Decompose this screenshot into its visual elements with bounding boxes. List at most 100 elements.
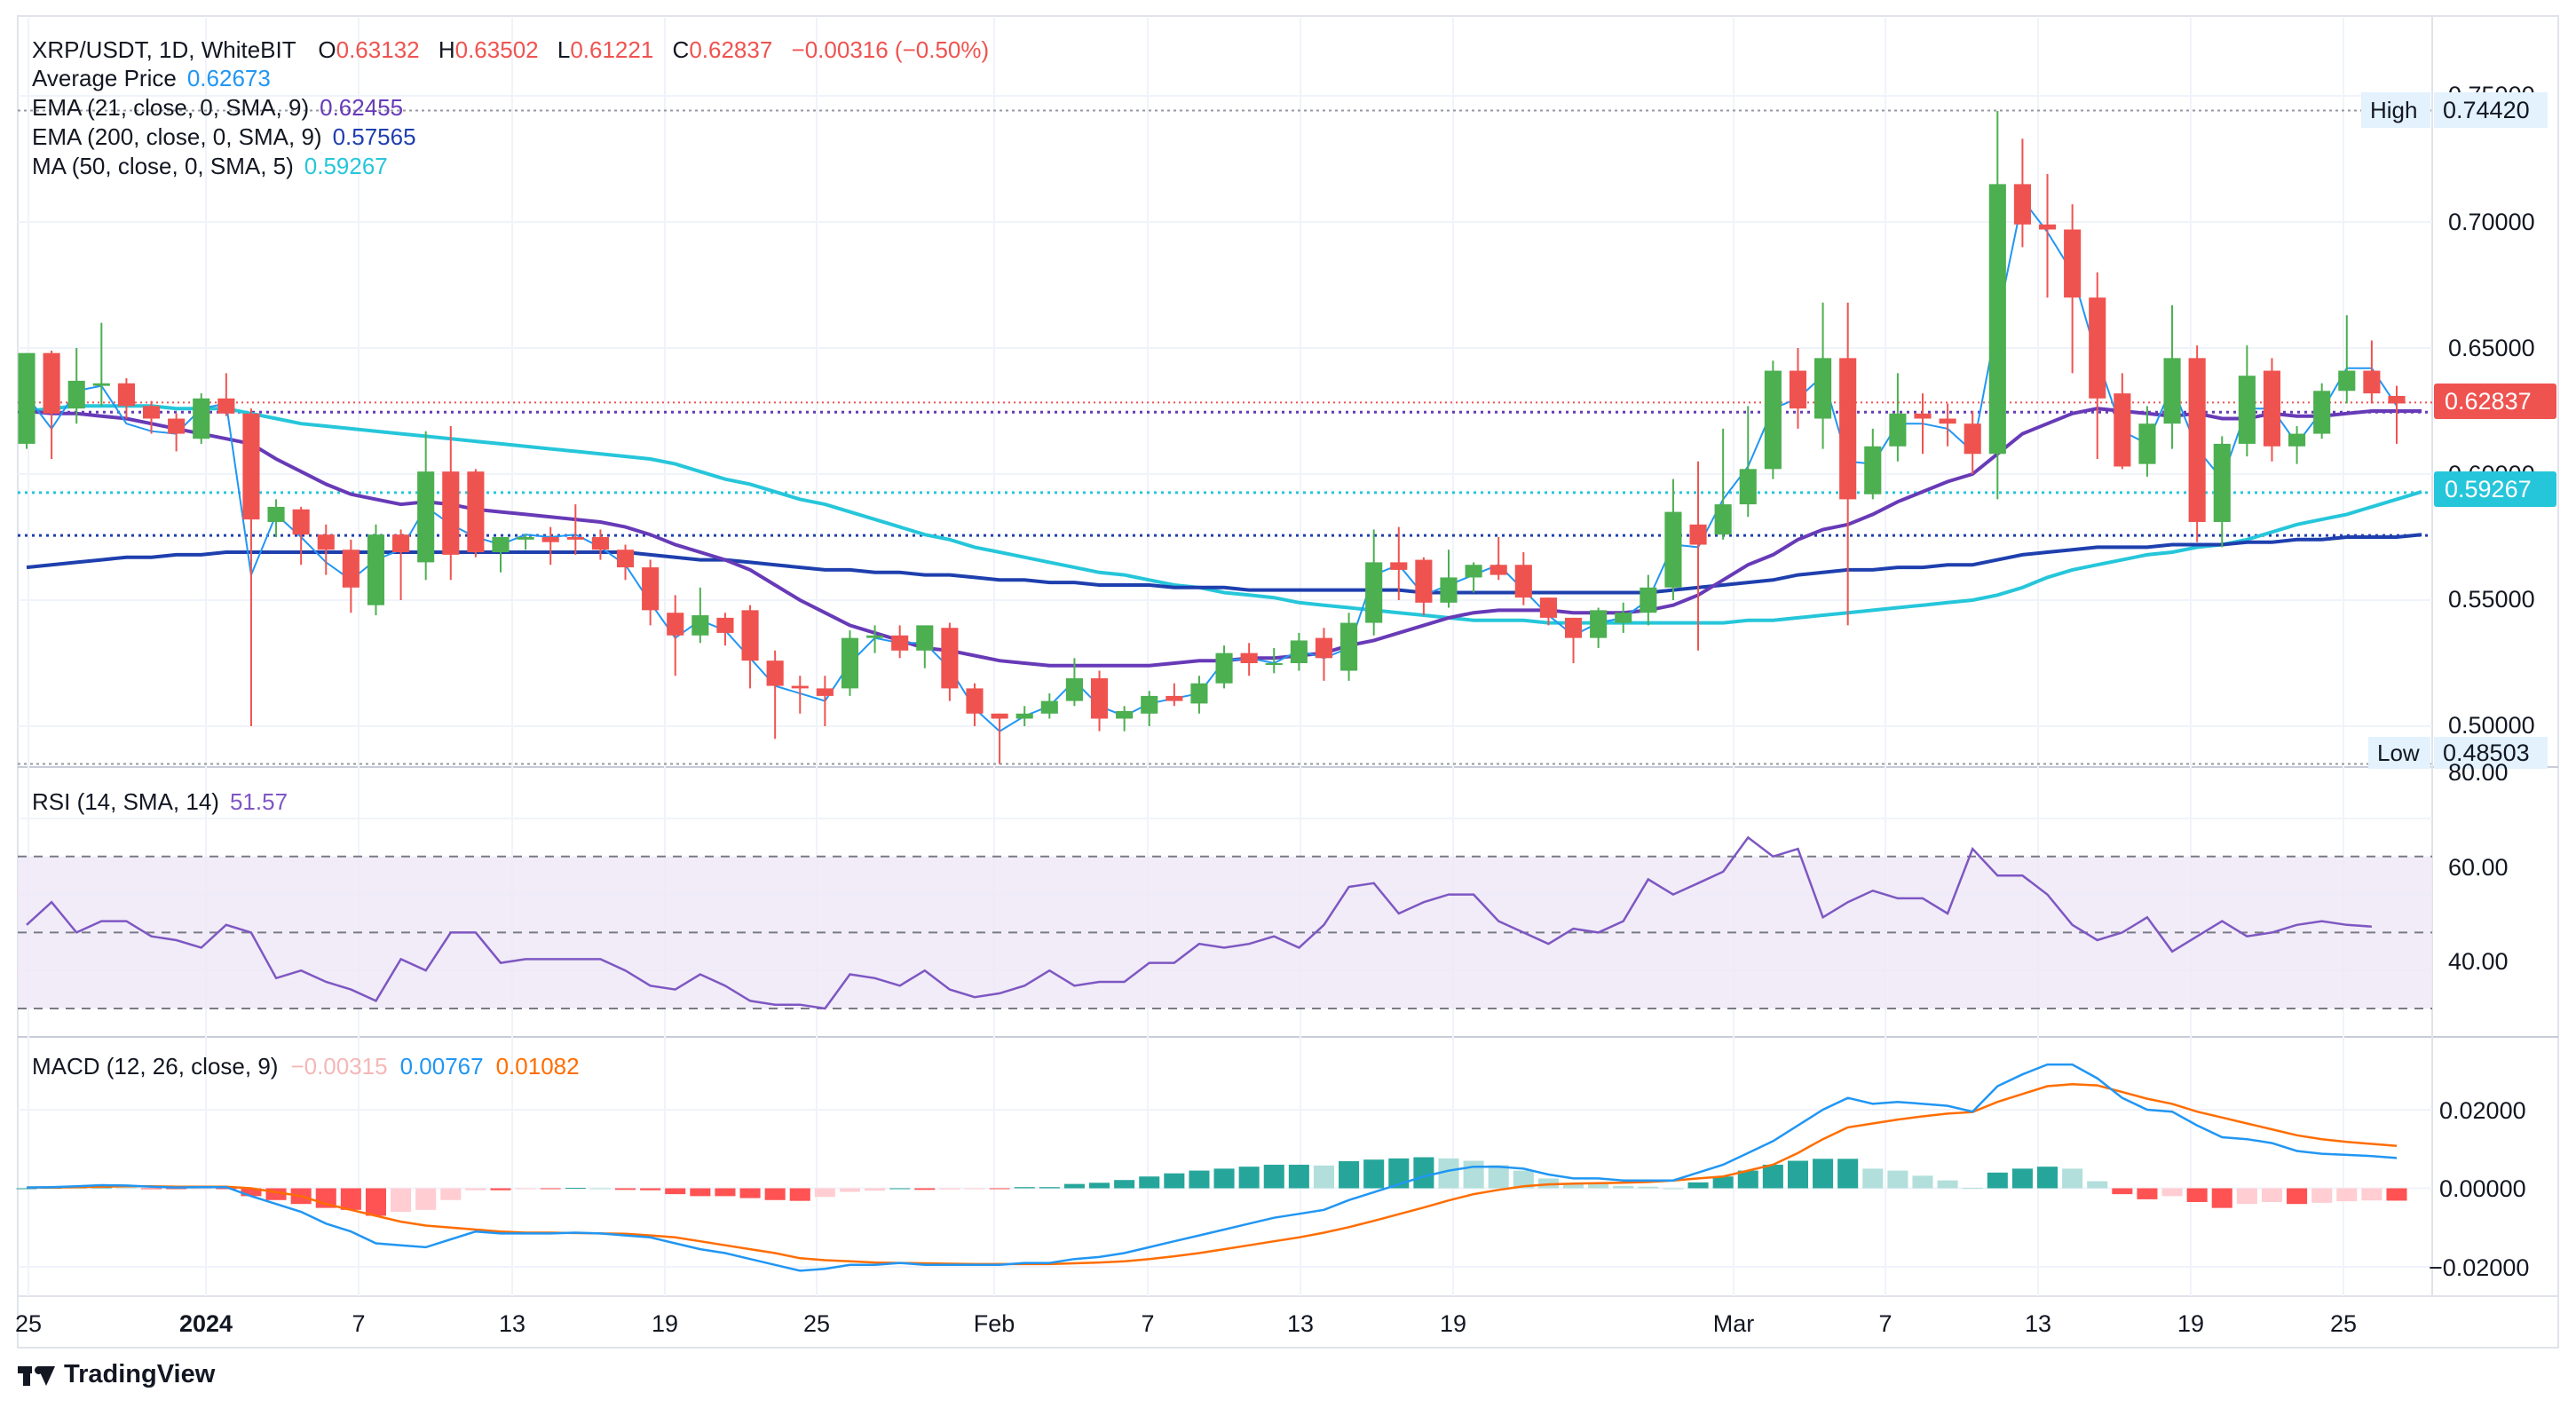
macd-signal-line [27,1082,2398,1266]
macd-histogram-bar [540,1188,561,1190]
macd-histogram-bar [1837,1159,1859,1189]
macd-histogram-bar [365,1188,386,1216]
chart-frame [17,15,2559,1349]
candle [916,625,934,668]
avg-price-legend: Average Price 0.62673 [32,65,271,91]
macd-histogram-bar [615,1188,636,1190]
candle-body [117,383,135,407]
candle [891,625,909,659]
candle [566,504,584,555]
legend: XRP/USDT, 1D, WhiteBIT O0.63132 H0.63502… [32,36,989,1080]
candle [142,400,161,434]
macd-histogram-bar [1263,1164,1284,1189]
rsi-axis[interactable]: 80.00 60.00 40.00 [2448,759,2509,975]
macd-histogram-bar [1039,1187,1060,1189]
candle-body [2188,358,2206,522]
low-value: 0.48503 [2443,740,2530,766]
candle-body [541,537,559,542]
time-tick-label: 25 [15,1310,42,1337]
macd-histogram-bar [1139,1176,1160,1189]
candle [1065,658,1083,707]
macd-histogram-bar [241,1188,262,1197]
candle-body [667,613,684,636]
macd-histogram-bar [490,1188,511,1190]
candle [1539,597,1557,626]
candle [2089,272,2106,459]
candle-body [2388,395,2406,404]
candle-body [1090,678,1109,719]
time-tick-label: 2024 [179,1310,233,1337]
candle [642,559,660,626]
candle [1340,613,1358,681]
candle-body [891,635,909,651]
low-value-legend: 0.61221 [570,36,653,63]
candles[interactable] [18,111,2406,764]
macd-signal-value: 0.01082 [496,1053,580,1080]
candle-body [1240,653,1258,663]
candle [2313,383,2331,439]
time-axis[interactable]: 25 2024 7 13 19 25 Feb 7 13 19 Mar 7 13 … [15,1310,2357,1337]
ma50-marker: 0.59267 [2434,471,2556,507]
macd-histogram-bar [1663,1188,1684,1190]
candle-body [791,685,809,689]
candle [392,529,410,600]
candle-body [267,506,285,522]
candle-body [1739,469,1757,505]
macd-histogram-bar [1787,1160,1808,1189]
candle-body [741,610,759,661]
candle-body [1864,446,1882,494]
candle-body [1939,418,1956,424]
candle [1215,645,1233,689]
macd-histogram-bar [115,1187,137,1189]
candle-body [417,471,435,563]
candle [18,352,36,449]
candle [1814,302,1832,449]
macd-histogram-bar [2311,1188,2333,1203]
macd-histogram-bar [2011,1168,2033,1189]
candle-body [1166,695,1183,701]
macd-histogram-bar [1388,1158,1410,1189]
time-tick-label: 7 [1141,1310,1154,1337]
macd-histogram-bar [1438,1158,1459,1189]
rsi-band [18,855,2432,1009]
candle [616,544,635,581]
time-tick-label: Mar [1713,1310,1755,1337]
macd-histogram-bar [1189,1170,1210,1189]
candle-body [2338,370,2356,392]
macd-histogram-bar [914,1188,936,1190]
macd-histogram-bar [589,1188,611,1190]
candle-body [2238,376,2256,444]
change-value: −0.00316 (−0.50%) [792,36,990,63]
candle [741,605,759,689]
macd-histogram-bar [1987,1172,2008,1189]
candle [117,378,135,419]
candle-body [1789,370,1807,409]
candle [1739,406,1757,518]
macd-histogram-bar [2062,1168,2083,1189]
tradingview-logo[interactable]: TradingView [18,1360,215,1389]
candle-body [1640,587,1657,613]
candle [791,676,809,714]
high-marker: High 0.74420 [2361,92,2548,128]
macd-histogram-bar [1164,1173,1185,1189]
macd-tick-label: 0.00000 [2439,1175,2526,1202]
low-value-bg [2434,737,2548,769]
candle-body [616,550,635,568]
candle-body [766,660,784,686]
candle [1265,647,1283,674]
candle-body [1340,622,1358,671]
candle-body [2288,433,2306,447]
candle [1764,360,1782,479]
rsi-tick-label: 80.00 [2448,759,2509,786]
candle-body [1889,413,1907,447]
candle-body [2038,224,2057,230]
candle [1040,693,1058,719]
macd-histogram-bar [1813,1159,1834,1189]
macd-histogram-bar [465,1188,486,1190]
macd-axis[interactable]: 0.02000 0.00000 −0.02000 [2429,1097,2529,1281]
macd-histogram-bar [141,1188,162,1190]
macd-histogram-bar [690,1188,711,1197]
price-tick-label: 0.50000 [2448,712,2535,739]
candle-body [841,637,859,689]
